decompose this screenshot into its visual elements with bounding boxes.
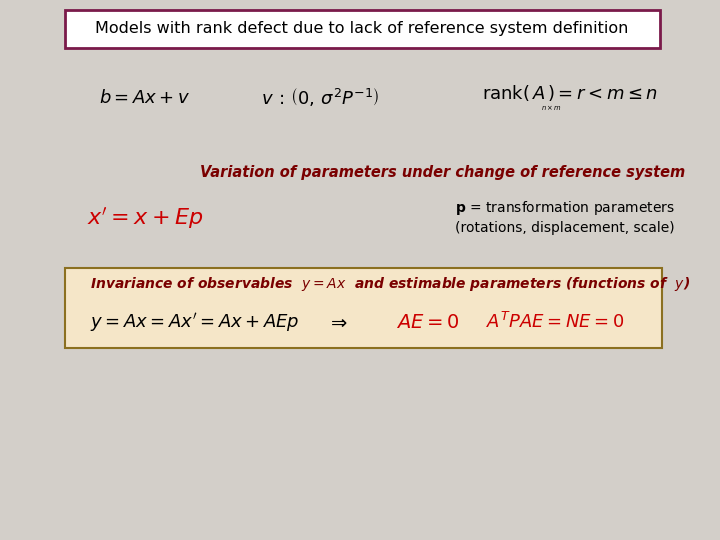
Text: $x' = x + Ep$: $x' = x + Ep$ — [86, 205, 203, 231]
Text: $_{n \times m}$: $_{n \times m}$ — [541, 103, 562, 113]
Text: (rotations, displacement, scale): (rotations, displacement, scale) — [455, 221, 675, 235]
Text: $y = Ax = Ax' = Ax + AEp$: $y = Ax = Ax' = Ax + AEp$ — [90, 310, 300, 334]
Text: $AE = 0$: $AE = 0$ — [396, 313, 460, 332]
Text: $A^T PAE = NE = 0$: $A^T PAE = NE = 0$ — [486, 312, 624, 332]
Text: $b = Ax + v$: $b = Ax + v$ — [99, 89, 191, 107]
Text: Models with rank defect due to lack of reference system definition: Models with rank defect due to lack of r… — [95, 21, 629, 36]
FancyBboxPatch shape — [65, 10, 660, 48]
FancyBboxPatch shape — [65, 268, 662, 348]
Text: $v\,:\,\left(0,\,\sigma^2 P^{-1}\right)$: $v\,:\,\left(0,\,\sigma^2 P^{-1}\right)$ — [261, 87, 379, 109]
Text: $\Rightarrow$: $\Rightarrow$ — [328, 313, 348, 332]
Text: $\mathbf{p}$ = transformation parameters: $\mathbf{p}$ = transformation parameters — [455, 199, 675, 217]
Text: Variation of parameters under change of reference system: Variation of parameters under change of … — [200, 165, 685, 179]
Text: $\mathrm{rank}(\,A\,) = r < m \leq n$: $\mathrm{rank}(\,A\,) = r < m \leq n$ — [482, 83, 658, 103]
Text: Invariance of observables  $y = Ax$  and estimable parameters (functions of  $y$: Invariance of observables $y = Ax$ and e… — [90, 275, 690, 293]
